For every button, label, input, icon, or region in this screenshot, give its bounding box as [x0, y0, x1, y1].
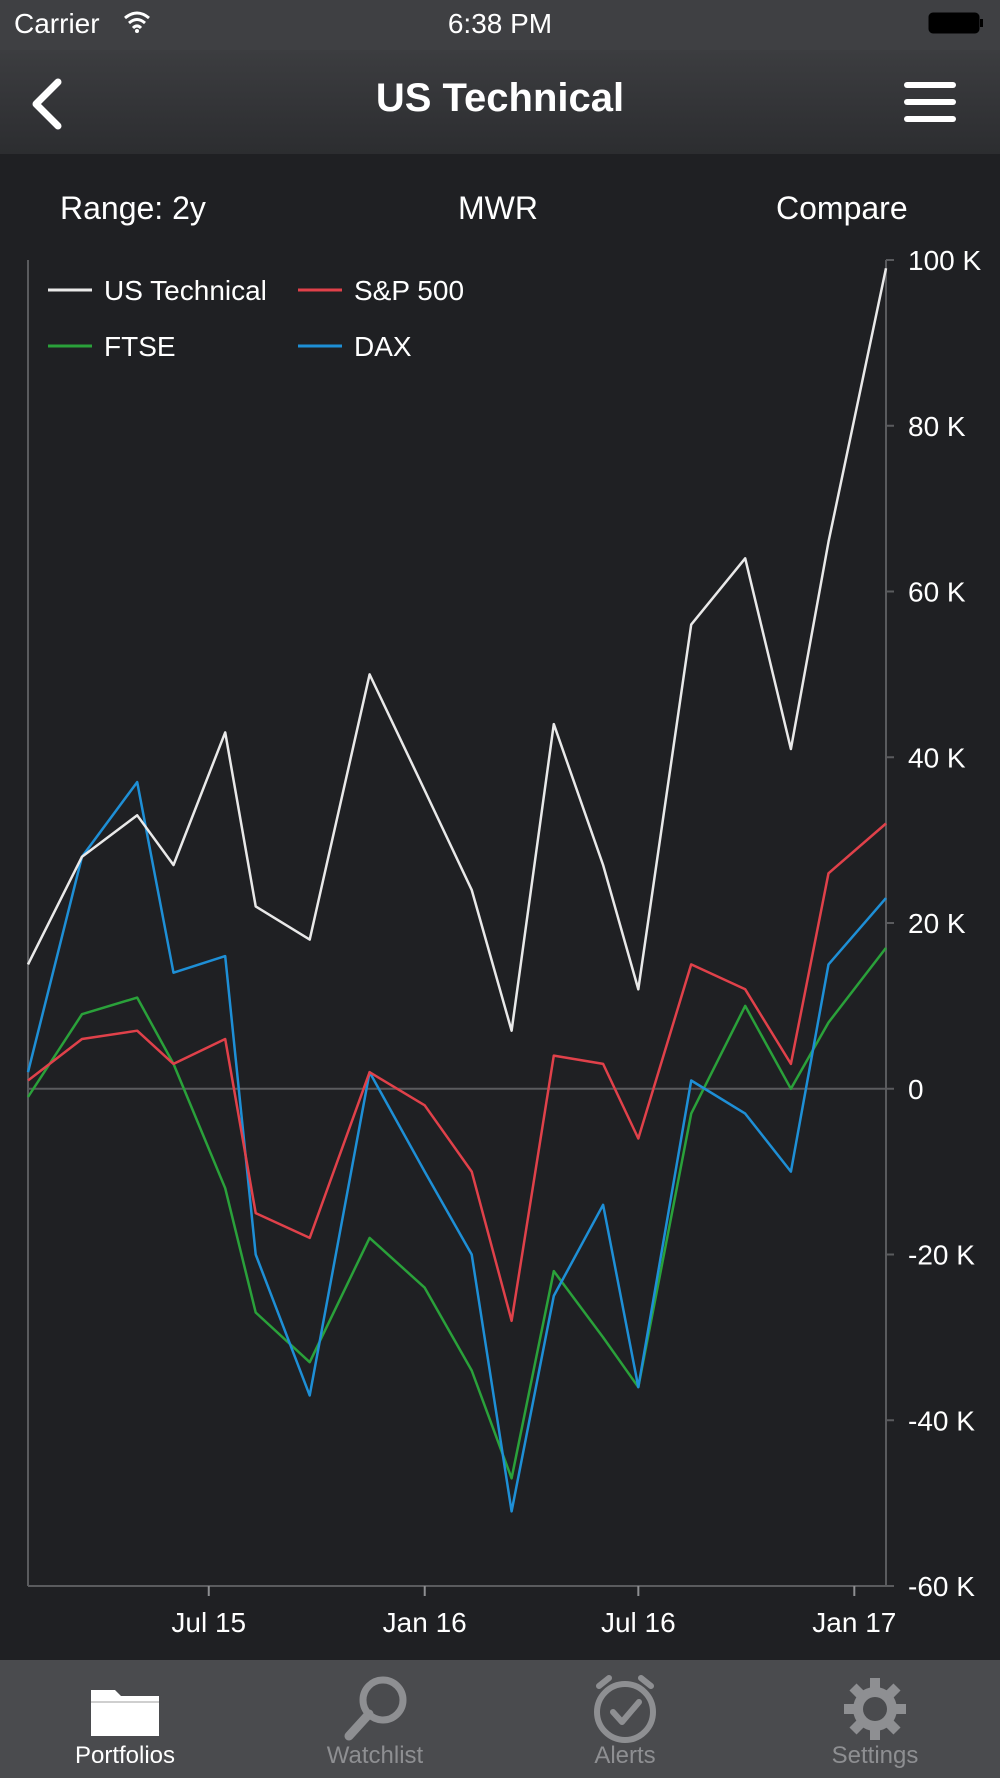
series-line-s-p-500 [27, 822, 887, 1323]
y-tick-label: -20 K [908, 1240, 975, 1271]
y-tick-label: -40 K [908, 1405, 975, 1436]
legend-label: FTSE [104, 331, 176, 362]
series-line-ftse [26, 947, 887, 1480]
page-title: US Technical [375, 76, 625, 120]
back-chevron-icon[interactable] [24, 76, 72, 132]
magnifier-icon [344, 1676, 407, 1741]
tab-watchlist[interactable]: Watchlist [250, 1660, 500, 1778]
status-time: 6:38 PM [447, 8, 553, 39]
tab-label-portfolios: Portfolios [74, 1742, 176, 1769]
navigation-bar: US Technical [0, 50, 1000, 154]
x-tick-label: Jan 16 [383, 1607, 467, 1638]
range-selector[interactable]: Range: 2y [60, 190, 206, 226]
tab-label-alerts: Alerts [594, 1742, 656, 1769]
tab-settings[interactable]: Settings [750, 1660, 1000, 1778]
folder-icon [91, 1690, 159, 1736]
battery-icon [928, 12, 983, 34]
tab-label-settings: Settings [831, 1742, 919, 1769]
alarm-clock-icon [594, 1675, 656, 1743]
y-tick-label: 100 K [908, 245, 981, 276]
x-tick-label: Jan 17 [812, 1607, 896, 1638]
metric-selector[interactable]: MWR [458, 190, 538, 226]
y-tick-label: 20 K [908, 908, 966, 939]
compare-button[interactable]: Compare [776, 190, 908, 226]
status-bar: Carrier 6:38 PM [0, 0, 1000, 50]
wifi-icon [124, 11, 150, 33]
tab-bar: Portfolios Watchlist Alerts Settin [0, 1660, 1000, 1778]
gear-icon [844, 1678, 906, 1740]
legend-label: DAX [354, 331, 412, 362]
chart-controls: Range: 2y MWR Compare [0, 190, 1000, 240]
performance-chart[interactable]: 100 K 80 K 60 K 40 K 20 K 0 -20 K -40 K -60 K Jul… [0, 240, 1000, 1660]
tab-portfolios[interactable]: Portfolios [0, 1660, 250, 1778]
y-tick-label: 80 K [908, 411, 966, 442]
x-tick-label: Jul 15 [171, 1607, 246, 1638]
series-line-dax [26, 780, 887, 1513]
x-tick-label: Jul 16 [601, 1607, 676, 1638]
y-tick-label: 0 [908, 1074, 924, 1105]
legend-label: US Technical [104, 275, 267, 306]
hamburger-menu-icon[interactable] [904, 80, 956, 124]
tab-label-watchlist: Watchlist [326, 1742, 424, 1769]
legend-label: S&P 500 [354, 275, 464, 306]
y-tick-label: -60 K [908, 1571, 975, 1602]
carrier-label: Carrier [14, 8, 100, 39]
y-tick-label: 40 K [908, 742, 966, 773]
series-line-us-technical [26, 268, 888, 1032]
tab-alerts[interactable]: Alerts [500, 1660, 750, 1778]
y-tick-label: 60 K [908, 577, 966, 608]
